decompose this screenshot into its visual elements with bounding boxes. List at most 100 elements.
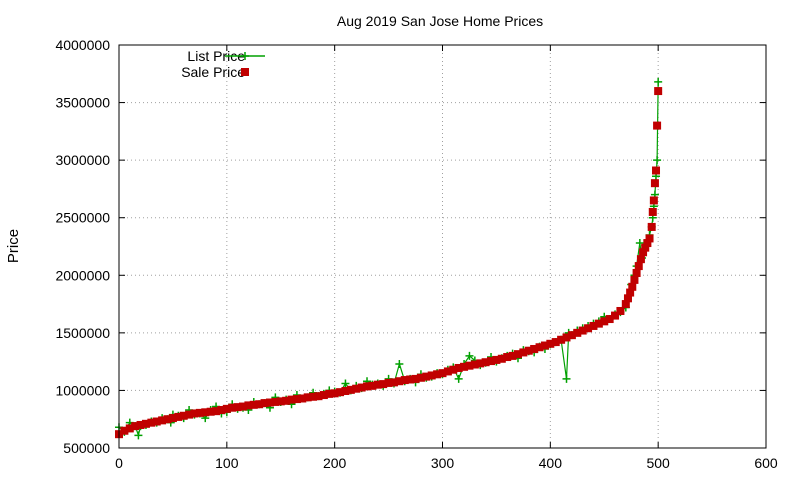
legend-sale-price-marker: [241, 68, 249, 76]
sale-price-point: [190, 409, 199, 418]
sale-price-point: [185, 410, 194, 419]
sale-price-point: [653, 121, 662, 130]
sale-price-point: [368, 381, 377, 390]
sale-price-point: [265, 398, 274, 407]
sale-price-point: [438, 369, 447, 378]
sale-price-point: [228, 403, 237, 412]
sale-price-point: [416, 373, 425, 382]
sale-price-point: [487, 357, 496, 366]
sale-price-point: [292, 395, 301, 404]
sale-price-point: [503, 353, 512, 362]
legend-sale-price-label: Sale Price: [181, 64, 245, 80]
sale-price-point: [650, 179, 659, 188]
sale-price-point: [589, 321, 598, 330]
sale-price-point: [309, 392, 318, 401]
sale-price-point: [465, 361, 474, 370]
sale-price-point: [163, 415, 172, 424]
sale-price-point: [395, 377, 404, 386]
sale-price-point: [524, 346, 533, 355]
sale-price-point: [357, 383, 366, 392]
sale-price-point: [336, 388, 345, 397]
sale-price-point: [287, 395, 296, 404]
list-price-point: [395, 359, 404, 368]
sale-price-point: [648, 207, 657, 216]
legend-list-price-label: List Price: [187, 48, 245, 64]
sale-price-point: [255, 400, 264, 409]
y-tick-label: 4000000: [55, 37, 110, 53]
sale-price-point: [654, 87, 663, 96]
sale-price-point: [389, 378, 398, 387]
plot-frame: [118, 44, 767, 449]
sale-price-point: [136, 420, 145, 429]
y-tick-label: 2000000: [55, 267, 110, 283]
sale-price-point: [573, 328, 582, 337]
sale-price-point: [645, 234, 654, 243]
sale-price-point: [578, 326, 587, 335]
sale-price-point: [222, 404, 231, 413]
sale-price-point: [179, 411, 188, 420]
sale-price-point: [643, 239, 652, 248]
sale-price-point: [639, 248, 648, 257]
sale-price-point: [626, 288, 635, 297]
y-tick-label: 1000000: [55, 382, 110, 398]
sale-price-point: [195, 408, 204, 417]
sale-price-point: [621, 300, 630, 309]
sale-price-point: [276, 397, 285, 406]
sale-price-point: [557, 335, 566, 344]
sale-price-point: [611, 311, 620, 320]
sale-price-point: [594, 319, 603, 328]
sale-price-point: [623, 294, 632, 303]
sale-price-point: [298, 394, 307, 403]
x-tick-label: 600: [754, 455, 778, 471]
sale-price-point: [314, 392, 323, 401]
sale-price-point: [647, 222, 656, 231]
list-price-point: [653, 156, 662, 165]
sale-price-point: [562, 333, 571, 342]
sale-price-point: [206, 407, 215, 416]
y-tick-label: 2500000: [55, 210, 110, 226]
sale-price-point: [282, 396, 291, 405]
sale-price-point: [249, 400, 258, 409]
sale-price-point: [260, 399, 269, 408]
sale-price-point: [325, 389, 334, 398]
sale-price-point: [427, 371, 436, 380]
list-price-point: [654, 77, 663, 86]
sale-price-point: [341, 387, 350, 396]
sale-price-point: [652, 166, 661, 175]
x-tick-label: 100: [215, 455, 239, 471]
sale-price-point: [513, 350, 522, 359]
sale-price-point: [411, 374, 420, 383]
sale-price-point: [630, 275, 639, 284]
sale-price-point: [379, 380, 388, 389]
sale-price-point: [476, 359, 485, 368]
sale-price-point: [454, 363, 463, 372]
sale-price-point: [174, 412, 183, 421]
sale-price-point: [634, 262, 643, 271]
sale-price-point: [492, 355, 501, 364]
sale-price-point: [470, 360, 479, 369]
sale-price-point: [636, 255, 645, 264]
x-tick-label: 400: [539, 455, 563, 471]
x-tick-label: 200: [323, 455, 347, 471]
sale-price-point: [551, 338, 560, 347]
list-price-point: [562, 374, 571, 383]
sale-price-point: [649, 196, 658, 205]
x-tick-label: 0: [115, 455, 123, 471]
legend-list-price-marker: [241, 52, 249, 60]
sale-price-point: [605, 315, 614, 324]
sale-price-point: [363, 382, 372, 391]
sale-price-point: [616, 306, 625, 315]
sale-price-point: [406, 375, 415, 384]
sale-price-point: [158, 416, 167, 425]
sale-price-point: [433, 370, 442, 379]
chart-title: Aug 2019 San Jose Home Prices: [337, 13, 543, 29]
x-tick-label: 500: [646, 455, 670, 471]
sale-price-point: [373, 380, 382, 389]
list-price-point: [341, 379, 350, 388]
x-tick-label: 300: [431, 455, 455, 471]
list-price-point: [465, 351, 474, 360]
sale-price-point: [384, 378, 393, 387]
